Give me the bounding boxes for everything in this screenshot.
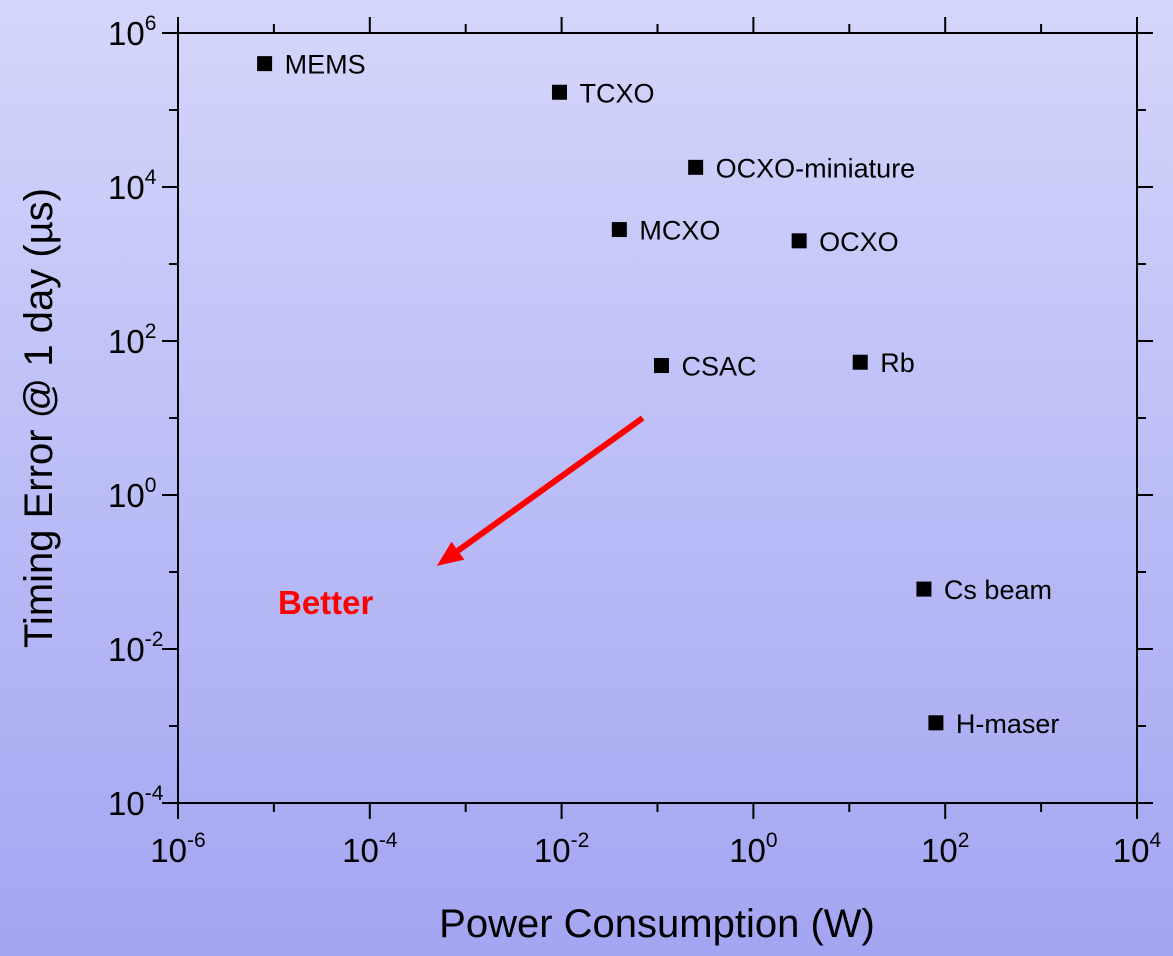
x-tick-label: 10-2 — [534, 829, 589, 869]
tick-labels-group: 10-6 10-4 10-2 100 102 104 10-4 10-2 100 102 104 10… — [108, 12, 1162, 869]
x-tick-label: 102 — [921, 829, 969, 869]
annotation-group: Better — [278, 415, 645, 621]
better-arrow-head — [436, 541, 465, 566]
data-point-label: H-maser — [956, 709, 1060, 739]
y-tick-label: 104 — [108, 166, 157, 206]
better-annotation: Better — [278, 584, 374, 621]
data-point-label: OCXO — [819, 227, 899, 257]
better-arrow-shaft — [456, 415, 645, 554]
data-point-label: CSAC — [681, 352, 756, 382]
data-point-label: Cs beam — [944, 575, 1052, 605]
data-point-label: MEMS — [285, 50, 366, 80]
data-point — [791, 233, 807, 249]
data-point-label: TCXO — [579, 78, 654, 108]
data-point — [551, 84, 567, 100]
y-tick-label: 100 — [108, 474, 156, 514]
data-point — [653, 358, 669, 374]
y-tick-label: 102 — [108, 320, 156, 360]
y-tick-label: 10-2 — [108, 628, 163, 668]
data-point-label: MCXO — [639, 216, 720, 246]
points-group: MEMS TCXO OCXO-miniature MCXO OCXO CSAC Rb Cs b… — [257, 50, 1059, 739]
data-point — [688, 159, 704, 175]
data-point — [611, 222, 627, 238]
data-point — [257, 56, 273, 72]
y-tick-label: 106 — [108, 12, 156, 52]
data-point — [852, 354, 868, 370]
y-tick-label: 10-4 — [108, 782, 164, 822]
x-tick-label: 104 — [1113, 829, 1162, 869]
plot-frame-group — [177, 32, 1138, 804]
data-point — [916, 581, 932, 597]
data-point — [928, 715, 944, 731]
x-tick-label: 10-4 — [342, 829, 398, 869]
data-point-label: Rb — [880, 348, 915, 378]
y-axis-title: Timing Error @ 1 day (µs) — [17, 188, 61, 648]
plot-frame — [177, 32, 1138, 804]
x-tick-label: 10-6 — [150, 829, 205, 869]
ticks-group — [162, 17, 1153, 819]
x-tick-label: 100 — [729, 829, 777, 869]
x-axis-title: Power Consumption (W) — [439, 902, 875, 946]
data-point-label: OCXO-miniature — [716, 153, 916, 183]
